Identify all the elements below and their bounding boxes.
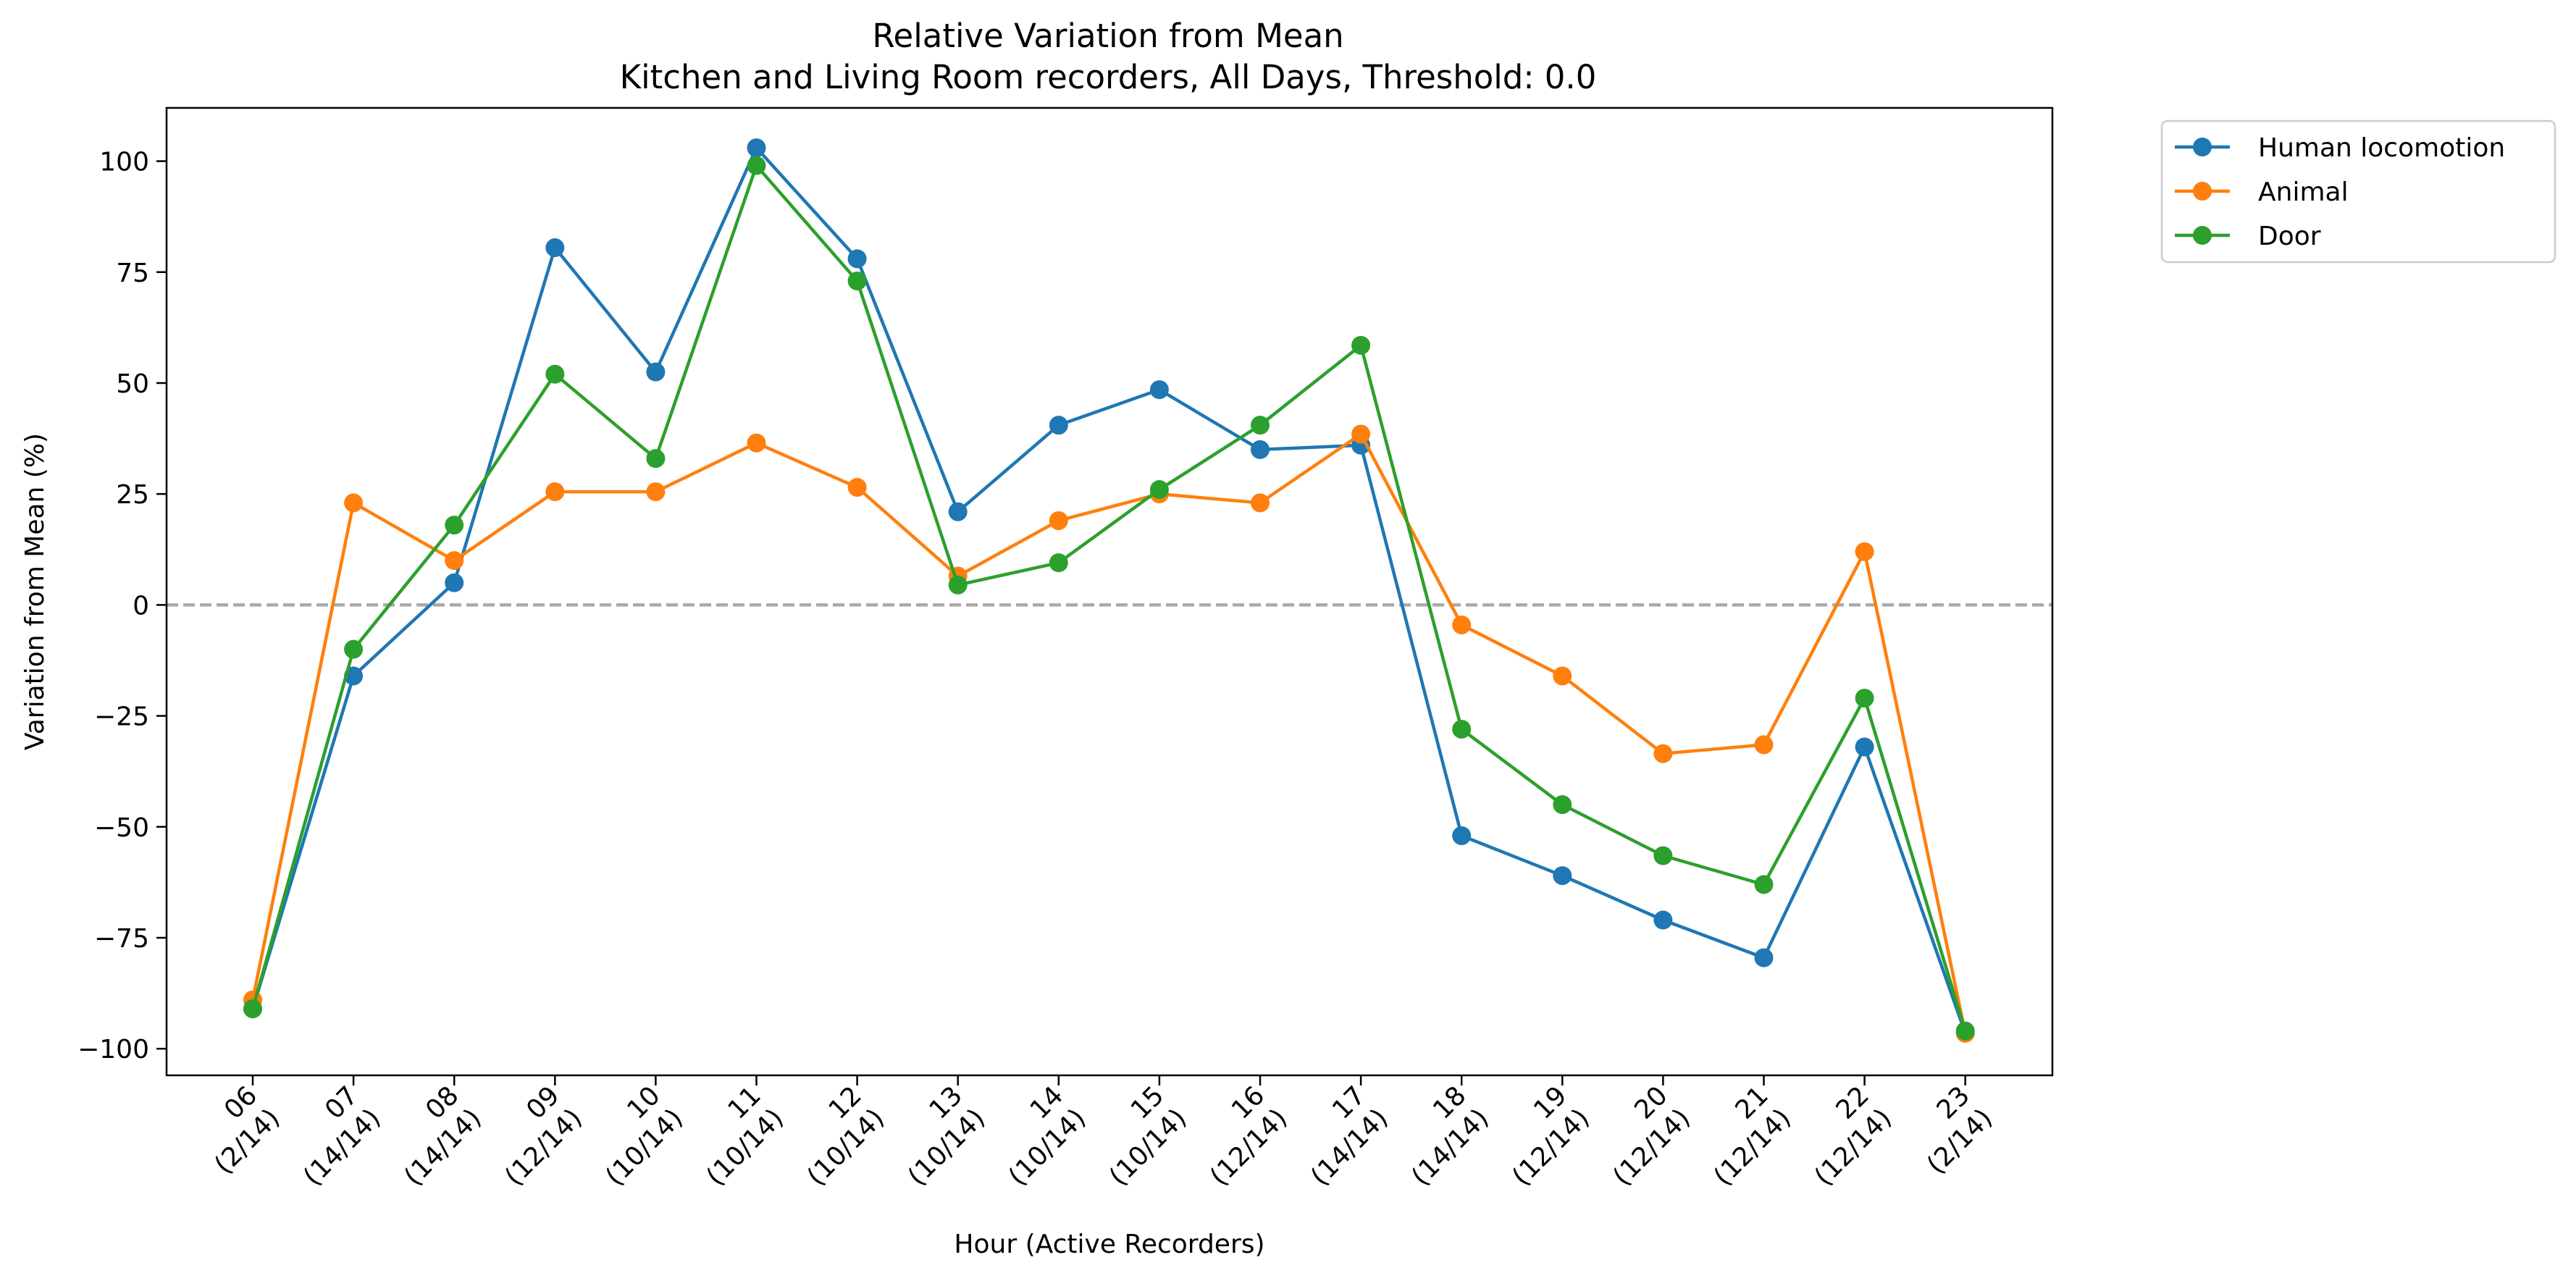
legend-marker xyxy=(2193,138,2212,156)
y-tick-label: −100 xyxy=(77,1035,149,1064)
legend-marker xyxy=(2193,226,2212,245)
data-point xyxy=(1049,511,1068,530)
y-tick-label: 75 xyxy=(116,259,149,288)
data-point xyxy=(747,138,766,158)
data-point xyxy=(1653,910,1673,930)
y-tick-label: 100 xyxy=(99,148,149,177)
data-point xyxy=(545,238,565,258)
data-point xyxy=(646,362,666,382)
data-point xyxy=(1251,440,1270,459)
data-point xyxy=(1653,846,1673,865)
data-point xyxy=(445,551,464,571)
data-point xyxy=(445,516,464,535)
plot-frame xyxy=(165,106,2054,1077)
data-point xyxy=(747,156,766,175)
series-layer xyxy=(243,138,1975,1043)
series-line xyxy=(251,164,1967,1032)
data-point xyxy=(1553,866,1572,886)
data-point xyxy=(1754,735,1774,755)
data-point xyxy=(1251,493,1270,513)
legend-frame xyxy=(2160,119,2556,264)
series-human-locomotion xyxy=(243,138,1975,1043)
legend-item: Door xyxy=(2175,222,2321,251)
legend-label: Animal xyxy=(2258,177,2349,207)
data-point xyxy=(344,639,364,659)
x-axis-label: Hour (Active Recorders) xyxy=(954,1230,1264,1259)
y-axis-label: Variation from Mean (%) xyxy=(20,433,50,750)
data-point xyxy=(847,272,867,291)
data-point xyxy=(1855,689,1874,708)
series-line xyxy=(251,432,1967,1034)
series-line xyxy=(251,146,1967,1034)
data-point xyxy=(847,477,867,497)
data-point xyxy=(545,482,565,502)
data-point xyxy=(1452,826,1472,846)
legend: Human locomotion Animal Door xyxy=(2160,119,2556,264)
legend-item: Animal xyxy=(2175,177,2349,207)
data-point xyxy=(1149,380,1169,400)
data-point xyxy=(1149,480,1169,500)
y-tick-label: 50 xyxy=(116,369,149,399)
chart-subtitle: Kitchen and Living Room recorders, All D… xyxy=(620,58,1597,96)
data-point xyxy=(545,364,565,384)
data-point xyxy=(1855,542,1874,561)
data-point xyxy=(344,493,364,513)
data-point xyxy=(1452,719,1472,739)
data-point xyxy=(1553,666,1572,686)
data-point xyxy=(646,482,666,502)
y-tick-label: 25 xyxy=(116,480,149,510)
data-point xyxy=(445,573,464,592)
legend-marker xyxy=(2193,182,2212,201)
data-point xyxy=(1754,875,1774,894)
data-point xyxy=(747,433,766,453)
data-point xyxy=(646,449,666,469)
data-point xyxy=(948,502,968,521)
y-tick-label: 0 xyxy=(133,591,149,621)
data-point xyxy=(1251,416,1270,435)
data-point xyxy=(1049,416,1068,435)
data-point xyxy=(243,999,262,1019)
series-door xyxy=(243,156,1975,1041)
data-point xyxy=(1653,744,1673,763)
data-point xyxy=(1049,553,1068,573)
data-point xyxy=(1452,615,1472,634)
y-tick-label: −25 xyxy=(94,702,149,732)
data-point xyxy=(1351,335,1371,355)
y-tick-label: −50 xyxy=(94,813,149,843)
data-point xyxy=(1955,1021,1975,1041)
data-point xyxy=(948,575,968,595)
chart-title: Relative Variation from Mean xyxy=(872,17,1343,55)
data-point xyxy=(847,249,867,269)
data-point xyxy=(1855,737,1874,757)
legend-label: Human locomotion xyxy=(2258,133,2505,163)
legend-item: Human locomotion xyxy=(2175,133,2505,163)
data-point xyxy=(1754,948,1774,967)
data-point xyxy=(1351,424,1371,444)
y-axis: −100 −75 −50 −25 0 25 50 75 100 xyxy=(77,148,167,1064)
y-tick-label: −75 xyxy=(94,924,149,954)
data-point xyxy=(1553,795,1572,815)
legend-label: Door xyxy=(2258,222,2321,251)
